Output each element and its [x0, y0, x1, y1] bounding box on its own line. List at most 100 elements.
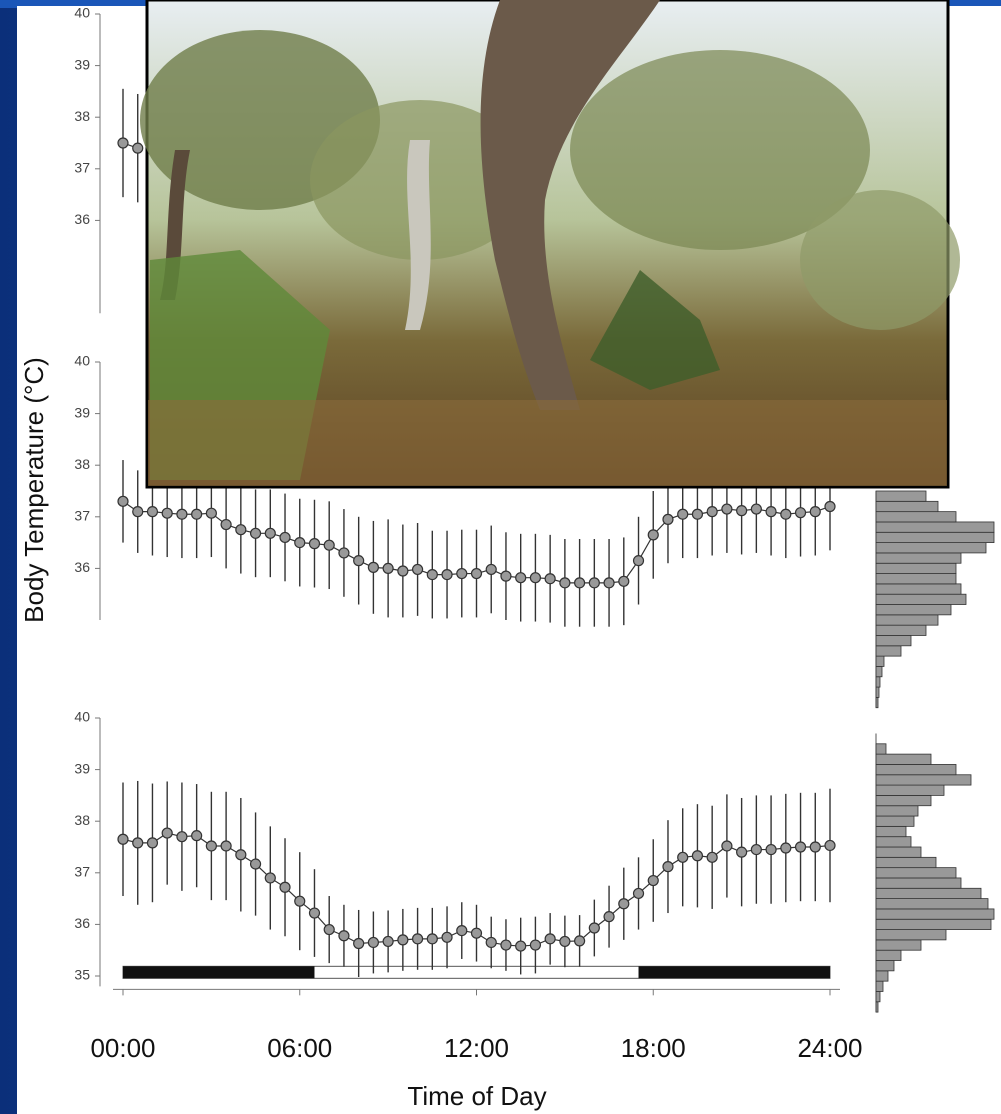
histogram-bar: [876, 563, 956, 573]
data-point: [501, 571, 511, 581]
y-tick-label: 38: [74, 812, 90, 828]
data-point: [265, 528, 275, 538]
histogram-bar: [876, 950, 901, 960]
data-point: [442, 570, 452, 580]
data-point: [354, 938, 364, 948]
foliage: [800, 190, 960, 330]
y-tick-label: 39: [74, 760, 90, 776]
y-tick-label: 39: [74, 56, 90, 72]
data-point: [162, 508, 172, 518]
data-point: [398, 935, 408, 945]
data-point: [722, 841, 732, 851]
data-point: [236, 525, 246, 535]
data-point: [530, 573, 540, 583]
histogram-bar: [876, 744, 886, 754]
y-tick-label: 38: [74, 456, 90, 472]
data-point: [192, 831, 202, 841]
histogram-bar: [876, 574, 956, 584]
histogram-bar: [876, 584, 961, 594]
histogram-bar: [876, 857, 936, 867]
data-point: [251, 859, 261, 869]
histogram-bar: [876, 806, 918, 816]
data-point: [722, 504, 732, 514]
y-tick-label: 36: [74, 915, 90, 931]
data-point: [619, 899, 629, 909]
histogram-bar: [876, 930, 946, 940]
data-point: [221, 520, 231, 530]
data-point: [619, 576, 629, 586]
data-point: [648, 530, 658, 540]
histogram-bar: [876, 816, 914, 826]
data-point: [206, 508, 216, 518]
data-point: [737, 847, 747, 857]
histogram-bar: [876, 775, 971, 785]
histogram-bar: [876, 795, 931, 805]
histogram-bar: [876, 919, 991, 929]
data-point: [796, 842, 806, 852]
data-point: [663, 862, 673, 872]
y-tick-label: 40: [74, 709, 90, 725]
data-point: [413, 934, 423, 944]
data-point: [118, 496, 128, 506]
y-tick-label: 38: [74, 108, 90, 124]
histogram-bar: [876, 605, 951, 615]
histogram-bar: [876, 666, 882, 676]
data-point: [516, 573, 526, 583]
data-point: [589, 578, 599, 588]
data-point: [825, 501, 835, 511]
data-point: [457, 926, 467, 936]
histogram-bar: [876, 677, 880, 687]
data-point: [575, 936, 585, 946]
histogram-bar: [876, 981, 883, 991]
data-point: [575, 578, 585, 588]
data-point: [692, 851, 702, 861]
data-point: [118, 138, 128, 148]
histogram-bar: [876, 615, 938, 625]
histogram-bar: [876, 847, 921, 857]
histogram-bar: [876, 646, 901, 656]
y-tick-label: 36: [74, 559, 90, 575]
data-point: [589, 923, 599, 933]
data-point: [147, 507, 157, 517]
data-point: [265, 873, 275, 883]
data-point: [810, 842, 820, 852]
histogram-bar: [876, 940, 921, 950]
data-point: [192, 509, 202, 519]
data-point: [501, 940, 511, 950]
histogram-bar: [876, 1002, 878, 1012]
y-tick-label: 39: [74, 404, 90, 420]
data-point: [472, 569, 482, 579]
data-point: [368, 937, 378, 947]
histogram-bar: [876, 991, 880, 1001]
histogram-bar: [876, 888, 981, 898]
y-tick-label: 37: [74, 508, 90, 524]
data-point: [810, 507, 820, 517]
histogram-bar: [876, 697, 878, 707]
histogram-bar: [876, 909, 994, 919]
histogram-bar: [876, 878, 961, 888]
data-point: [781, 843, 791, 853]
x-tick-label: 18:00: [621, 1033, 686, 1063]
data-point: [354, 556, 364, 566]
data-point: [781, 509, 791, 519]
data-point: [766, 507, 776, 517]
histogram-bar: [876, 491, 926, 501]
data-point: [604, 578, 614, 588]
y-tick-label: 37: [74, 160, 90, 176]
data-point: [118, 834, 128, 844]
data-point: [516, 941, 526, 951]
histogram-bar: [876, 594, 966, 604]
dark-period: [123, 966, 314, 978]
data-point: [309, 908, 319, 918]
data-point: [486, 937, 496, 947]
data-point: [413, 564, 423, 574]
slide: 3637383940363738394035363738394000:0006:…: [0, 0, 1001, 1114]
data-point: [751, 504, 761, 514]
histogram-bar: [876, 868, 956, 878]
y-tick-label: 35: [74, 967, 90, 983]
data-point: [339, 548, 349, 558]
histogram-bar: [876, 532, 994, 542]
data-point: [648, 876, 658, 886]
data-point: [280, 532, 290, 542]
histogram-bar: [876, 687, 879, 697]
